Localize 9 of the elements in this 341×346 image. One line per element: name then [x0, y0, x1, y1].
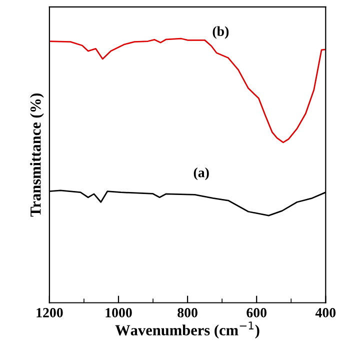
x-axis-title: Wavenumbers (cm$^{−1}$) [115, 322, 260, 338]
x-tick-label: 1000 [106, 308, 132, 318]
x-tick-label: 600 [246, 308, 266, 318]
y-axis-title: Transmittance (%) [30, 93, 44, 217]
x-tick-label: 400 [315, 308, 336, 318]
series-label: (b) [212, 26, 229, 39]
x-tick-label: 800 [178, 308, 198, 318]
x-tick-label: 1200 [36, 308, 63, 318]
series-label: (a) [194, 168, 209, 180]
